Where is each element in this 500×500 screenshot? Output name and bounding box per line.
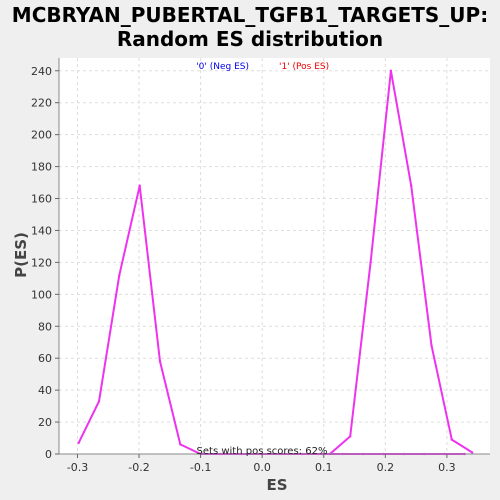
data-point <box>78 442 80 444</box>
y-tick-label: 120 <box>31 256 52 269</box>
x-tick-label: 0.2 <box>377 461 395 474</box>
y-tick-label: 20 <box>38 416 52 429</box>
y-tick-label: 40 <box>38 384 52 397</box>
chart-title-line2: Random ES distribution <box>117 27 383 51</box>
x-tick-label: -0.2 <box>128 461 149 474</box>
data-point <box>159 360 161 362</box>
legend-neg-es: '0' (Neg ES) <box>196 62 249 72</box>
data-point <box>349 435 351 437</box>
y-tick-label: 60 <box>38 352 52 365</box>
x-tick-label: 0.3 <box>438 461 456 474</box>
data-point <box>118 274 120 276</box>
x-tick-label: -0.3 <box>67 461 88 474</box>
y-axis-label: P(ES) <box>12 232 30 278</box>
x-axis-label: ES <box>266 476 287 494</box>
data-point <box>179 443 181 445</box>
x-tick-label: 0.0 <box>253 461 271 474</box>
pos-scores-annotation: Sets with pos scores: 62% <box>197 446 328 457</box>
chart-title-line1: MCBRYAN_PUBERTAL_TGFB1_TARGETS_UP: <box>12 3 488 27</box>
data-point <box>410 185 412 187</box>
y-tick-label: 160 <box>31 193 52 206</box>
data-point <box>451 438 453 440</box>
data-point <box>430 344 432 346</box>
y-tick-label: 0 <box>45 448 52 461</box>
y-tick-label: 200 <box>31 129 52 142</box>
y-tick-label: 100 <box>31 288 52 301</box>
y-tick-label: 180 <box>31 161 52 174</box>
data-point <box>98 400 100 402</box>
data-point <box>369 261 371 263</box>
y-tick-label: 140 <box>31 224 52 237</box>
y-tick-label: 80 <box>38 320 52 333</box>
y-tick-label: 220 <box>31 97 52 110</box>
data-point <box>138 185 140 187</box>
legend-pos-es: '1' (Pos ES) <box>279 62 329 72</box>
data-point <box>471 451 473 453</box>
y-tick-label: 240 <box>31 65 52 78</box>
x-tick-label: 0.1 <box>315 461 333 474</box>
x-tick-label: -0.1 <box>190 461 211 474</box>
data-point <box>390 70 392 72</box>
